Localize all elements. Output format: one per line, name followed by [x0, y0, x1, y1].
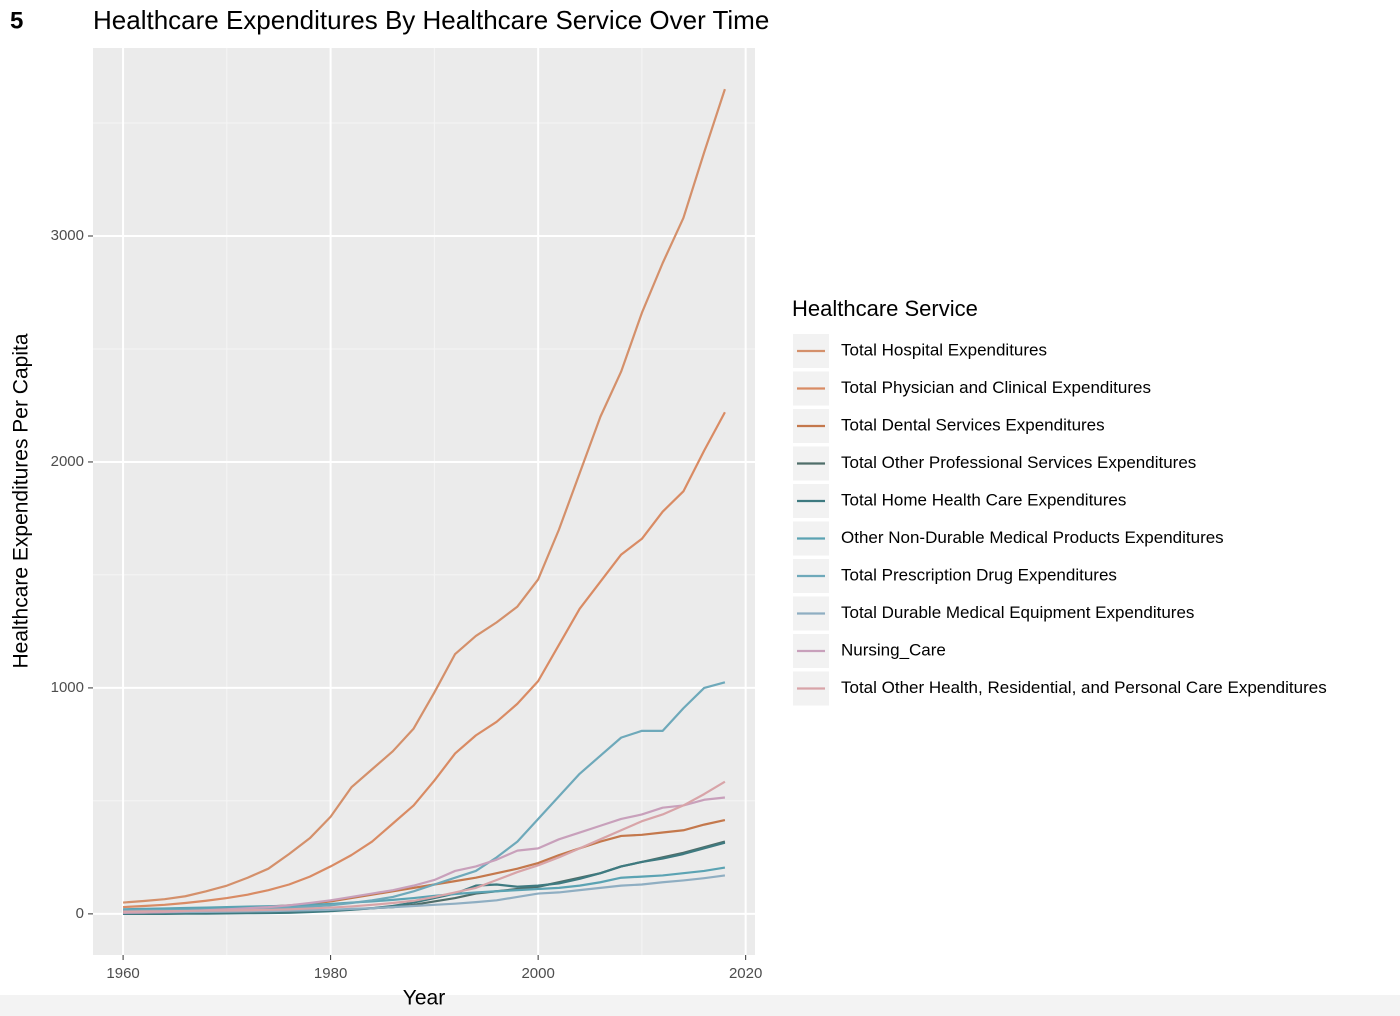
legend-label: Other Non-Durable Medical Products Expen… [841, 528, 1224, 547]
figure-label: 5 [10, 7, 23, 34]
series-line [123, 780, 726, 913]
legend-label: Nursing_Care [841, 640, 946, 659]
x-tick-label: 2000 [521, 965, 554, 982]
series-line [123, 841, 726, 915]
series-line [123, 88, 726, 904]
series-line [123, 874, 726, 914]
legend-label: Total Other Professional Services Expend… [841, 453, 1196, 472]
legend-label: Total Durable Medical Equipment Expendit… [841, 603, 1194, 622]
x-tick-label: 2020 [729, 965, 762, 982]
x-tick-label: 1960 [106, 965, 139, 982]
legend-label: Total Home Health Care Expenditures [841, 490, 1126, 509]
legend-label: Total Dental Services Expenditures [841, 415, 1105, 434]
legend-label: Total Prescription Drug Expenditures [841, 565, 1117, 584]
legend-title: Healthcare Service [792, 296, 978, 321]
legend-label: Total Physician and Clinical Expenditure… [841, 378, 1151, 397]
x-tick-label: 1980 [314, 965, 347, 982]
y-tick-label: 1000 [51, 679, 84, 696]
y-tick-label: 3000 [51, 227, 84, 244]
legend-label: Total Hospital Expenditures [841, 340, 1047, 359]
panel [93, 48, 755, 955]
footer-band [0, 995, 1400, 1016]
chart-title: Healthcare Expenditures By Healthcare Se… [93, 5, 769, 35]
x-axis-label: Year [403, 987, 445, 1010]
series-line [123, 866, 726, 911]
series-line [123, 411, 726, 909]
legend-label: Total Other Health, Residential, and Per… [841, 678, 1327, 697]
y-axis-label: Healthcare Expenditures Per Capita [10, 333, 33, 668]
y-tick-label: 0 [76, 905, 84, 922]
y-tick-label: 2000 [51, 453, 84, 470]
